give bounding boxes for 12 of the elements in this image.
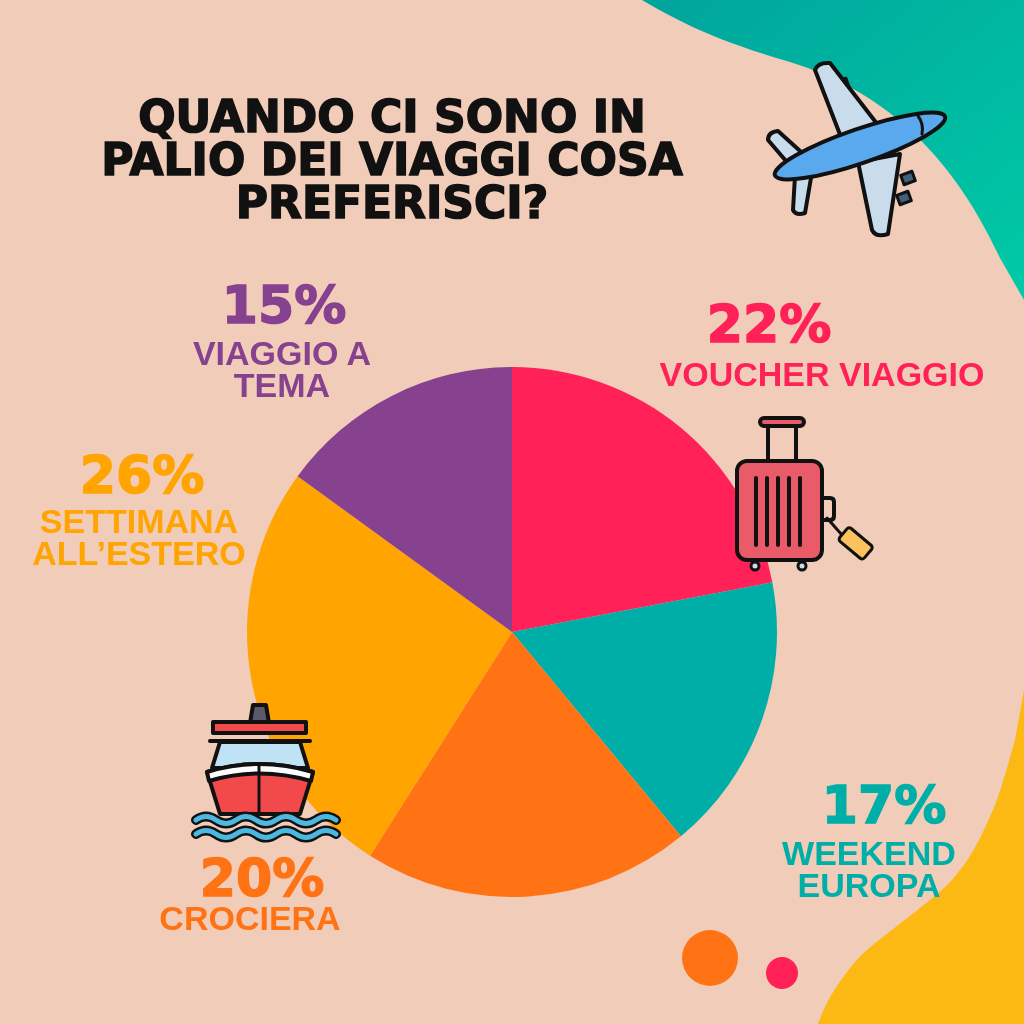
data-label: 22% — [706, 294, 832, 354]
data-label: 17% — [821, 775, 947, 835]
slice-label: SETTIMANA ALL’ESTERO — [32, 502, 246, 572]
slice-label: VOUCHER VIAGGIO — [659, 355, 985, 393]
pie-slice — [512, 582, 777, 837]
chart-title: QUANDO CI SONO IN PALIO DEI VIAGGI COSA PREFERISCI? — [101, 91, 683, 228]
slice-label: WEEKEND EUROPA — [782, 834, 956, 904]
data-label: 15% — [221, 275, 347, 335]
pie-slice — [370, 632, 681, 897]
pie-slice — [247, 476, 512, 856]
slice-label: VIAGGIO A TEMA — [192, 334, 372, 404]
data-label: 26% — [79, 445, 205, 505]
